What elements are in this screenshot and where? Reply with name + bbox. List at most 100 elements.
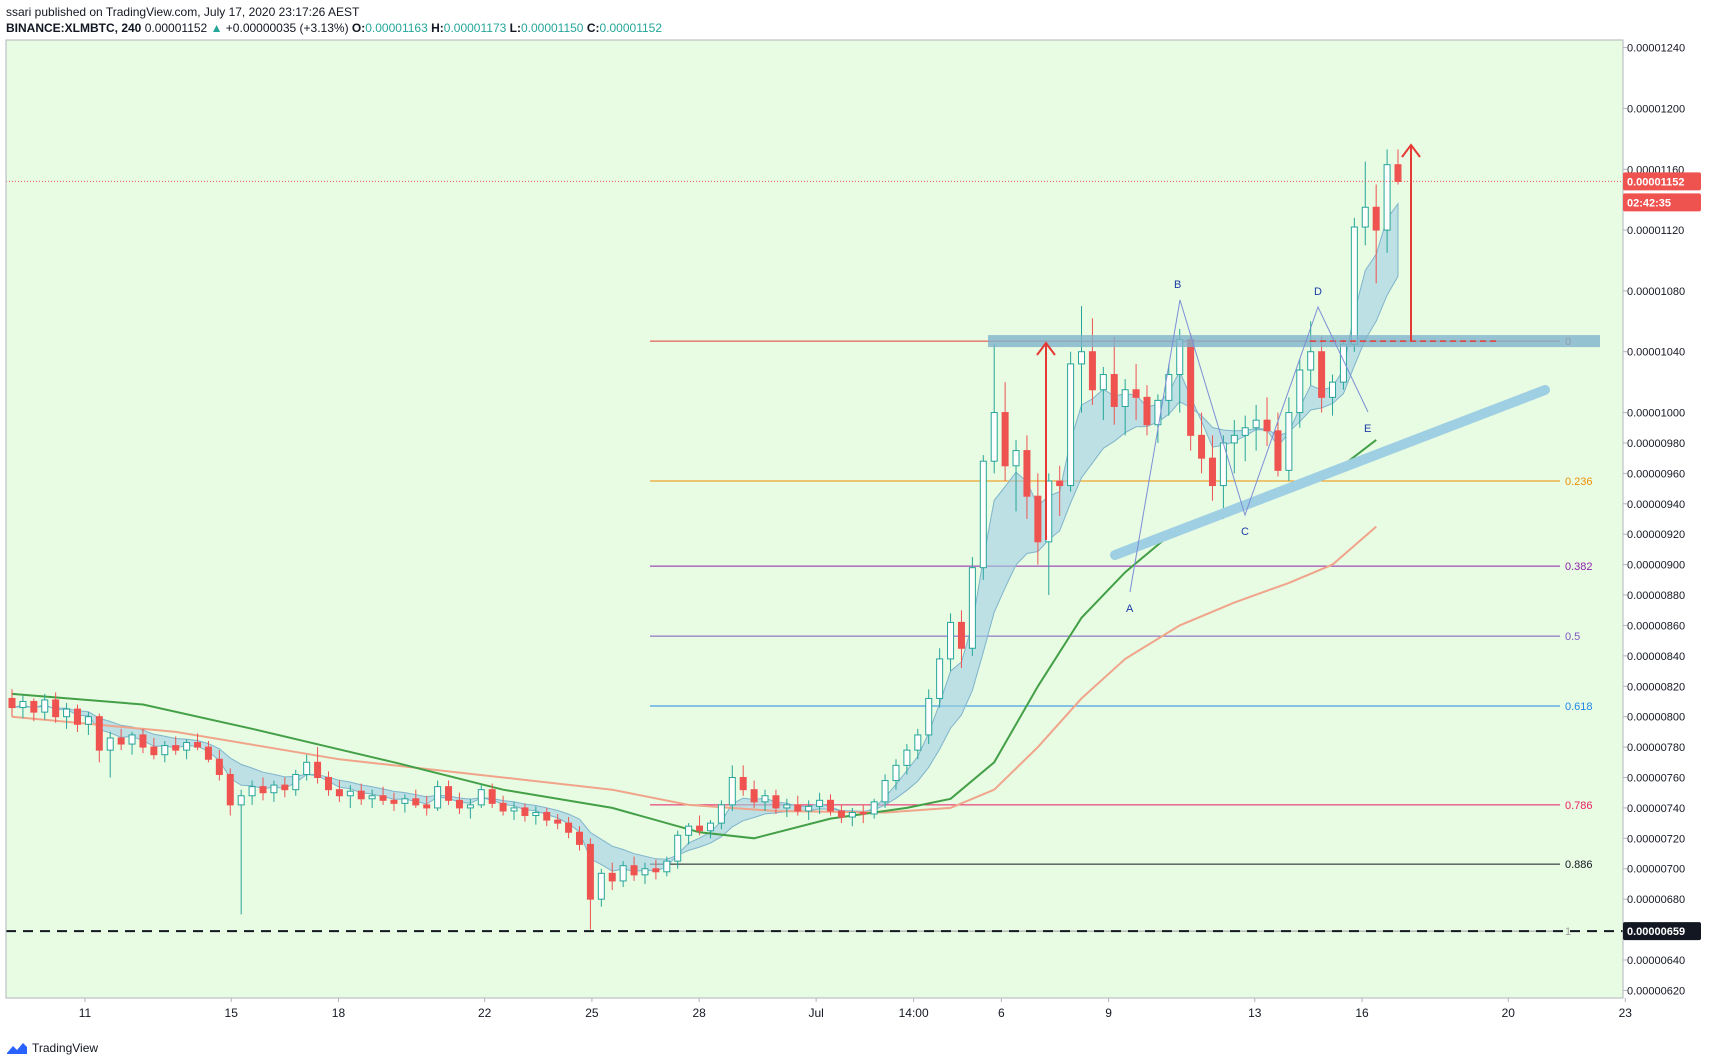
y-tick-label: 0.00000780 — [1627, 742, 1685, 754]
candle — [903, 744, 911, 775]
candle-body — [172, 745, 180, 751]
drawings: A B C D E — [6, 143, 1623, 933]
candle — [357, 783, 365, 805]
candle — [150, 737, 158, 760]
candle-body — [445, 786, 453, 801]
candle — [314, 747, 322, 784]
candle — [1329, 374, 1337, 416]
candle-body — [1154, 399, 1162, 426]
candle-body — [1318, 351, 1326, 398]
candle — [73, 704, 81, 732]
candle — [1361, 161, 1369, 246]
symbol-name[interactable]: BINANCE:XLMBTC, 240 — [6, 21, 142, 35]
axes: 0.000012400.000012000.000011600.00001120… — [5, 39, 1701, 1020]
candle-body — [608, 872, 616, 882]
candle-body — [630, 865, 638, 876]
candle-body — [73, 708, 81, 725]
candle-body — [936, 658, 944, 699]
candle — [575, 826, 583, 851]
high-value: 0.00001173 — [443, 21, 507, 35]
candle-body — [281, 784, 289, 791]
candle — [990, 344, 998, 474]
candle — [750, 780, 758, 808]
candle — [510, 801, 518, 821]
candle — [685, 823, 693, 845]
candle — [1274, 412, 1282, 477]
y-tick-label: 0.00000640 — [1627, 955, 1685, 967]
candle-body — [554, 819, 562, 824]
plot-area[interactable] — [6, 40, 1623, 998]
candle-body — [30, 700, 38, 713]
y-tick-label: 0.00000720 — [1627, 833, 1685, 845]
x-tick-label: 20 — [1502, 1006, 1516, 1020]
candle-body — [968, 567, 976, 649]
candle-body — [750, 789, 758, 803]
abcde-pattern-line — [1129, 299, 1369, 593]
y-tick-label: 0.00000900 — [1627, 560, 1685, 572]
candle-body — [805, 805, 813, 812]
candle — [1252, 404, 1260, 451]
candle-body — [335, 789, 343, 797]
ma-slow-line — [11, 525, 1377, 814]
candle — [488, 783, 496, 808]
candle-body — [1078, 351, 1086, 365]
candle — [1230, 420, 1238, 474]
candle — [8, 689, 16, 717]
candle-body — [401, 798, 409, 804]
candle-body — [259, 786, 267, 794]
candle — [586, 838, 594, 930]
candle-body — [357, 790, 365, 800]
candle — [914, 728, 922, 760]
candle — [674, 830, 682, 869]
y-tick-label: 0.00001080 — [1627, 286, 1685, 298]
candle — [532, 806, 540, 825]
candle-body — [1023, 450, 1031, 497]
candle-body — [783, 804, 791, 809]
x-tick-label: 13 — [1248, 1006, 1262, 1020]
candle-body — [1012, 450, 1020, 467]
tradingview-logo-icon[interactable] — [6, 1041, 28, 1055]
candle-body — [881, 780, 889, 803]
candle-body — [204, 746, 212, 760]
close-label: C: — [586, 21, 600, 35]
candle — [1208, 435, 1216, 501]
candle-body — [95, 716, 103, 751]
candle — [1110, 336, 1118, 425]
candle — [335, 780, 343, 802]
candle-body — [1329, 381, 1337, 398]
candle — [1078, 306, 1086, 413]
candle-body — [575, 831, 583, 845]
x-tick-label: 9 — [1105, 1006, 1112, 1020]
candle — [837, 804, 845, 824]
footer: TradingView — [6, 1038, 98, 1058]
candle — [1296, 359, 1304, 428]
candle-body — [1339, 343, 1347, 383]
candle-body — [1099, 374, 1107, 391]
y-tick-label: 0.00001200 — [1627, 103, 1685, 115]
trendline — [1110, 385, 1550, 560]
candle-body — [303, 761, 311, 775]
candle-body — [837, 810, 845, 818]
x-tick-label: 25 — [585, 1006, 599, 1020]
y-tick-label: 0.00001240 — [1627, 43, 1685, 55]
candle-body — [1198, 434, 1206, 459]
candle — [706, 820, 714, 839]
candle-body — [1165, 374, 1173, 401]
candle-body — [532, 811, 540, 817]
candle — [455, 792, 463, 815]
candle — [1121, 379, 1129, 436]
pattern-label-E: E — [1364, 423, 1371, 435]
candle — [1099, 366, 1107, 421]
footer-brand[interactable]: TradingView — [32, 1041, 99, 1055]
y-tick-label: 0.00000860 — [1627, 620, 1685, 632]
y-tick-label: 0.00000800 — [1627, 712, 1685, 724]
candle — [1187, 333, 1195, 451]
x-tick-label: 18 — [332, 1006, 346, 1020]
fib-label-0.618: 0.618 — [1565, 701, 1593, 713]
candle-body — [270, 784, 278, 794]
candle-body — [1307, 351, 1315, 371]
candle — [1023, 435, 1031, 519]
candle-body — [979, 460, 987, 569]
candle-body — [903, 749, 911, 766]
